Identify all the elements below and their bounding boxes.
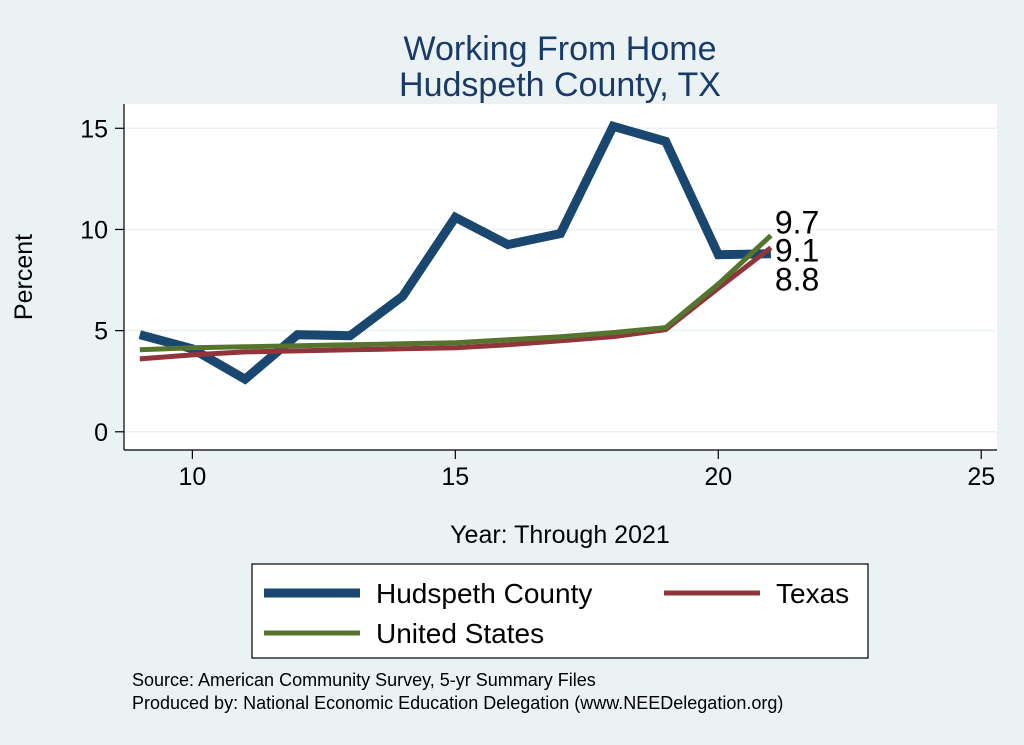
x-axis-title: Year: Through 2021 (450, 521, 670, 549)
y-tick-label-0: 0 (94, 419, 108, 447)
legend-label-texas: Texas (776, 578, 849, 609)
series-lines (138, 120, 773, 385)
y-tick-label-15: 15 (80, 115, 108, 143)
end-labels: 9.79.18.8 (775, 205, 819, 298)
series-line-hudspeth (138, 120, 771, 385)
y-axis-title: Percent (10, 234, 38, 320)
produced-by-note: Produced by: National Economic Education… (132, 693, 783, 713)
axes: 0 5 10 15 10 15 20 25 (80, 104, 997, 491)
x-tick-label-25: 25 (967, 463, 995, 491)
source-note: Source: American Community Survey, 5-yr … (132, 670, 596, 690)
series-line-united-states (139, 233, 773, 353)
y-tick-label-10: 10 (80, 216, 108, 244)
x-tick-label-15: 15 (441, 463, 469, 491)
end-label-texas: 9.1 (775, 233, 819, 269)
end-label-hudspeth: 8.8 (775, 262, 819, 298)
x-tick-label-20: 20 (704, 463, 732, 491)
legend-box (251, 563, 869, 659)
chart-title-line-2: Hudspeth County, TX (399, 66, 721, 104)
plot-area (124, 104, 997, 450)
end-label-united-states: 9.7 (775, 205, 819, 241)
y-tick-label-5: 5 (94, 318, 108, 346)
x-tick-label-10: 10 (178, 463, 206, 491)
chart-title-line-1: Working From Home (404, 30, 717, 68)
legend-label-united-states: United States (376, 618, 544, 649)
legend-label-hudspeth: Hudspeth County (376, 578, 592, 609)
legend: Hudspeth County Texas United States (251, 563, 869, 659)
